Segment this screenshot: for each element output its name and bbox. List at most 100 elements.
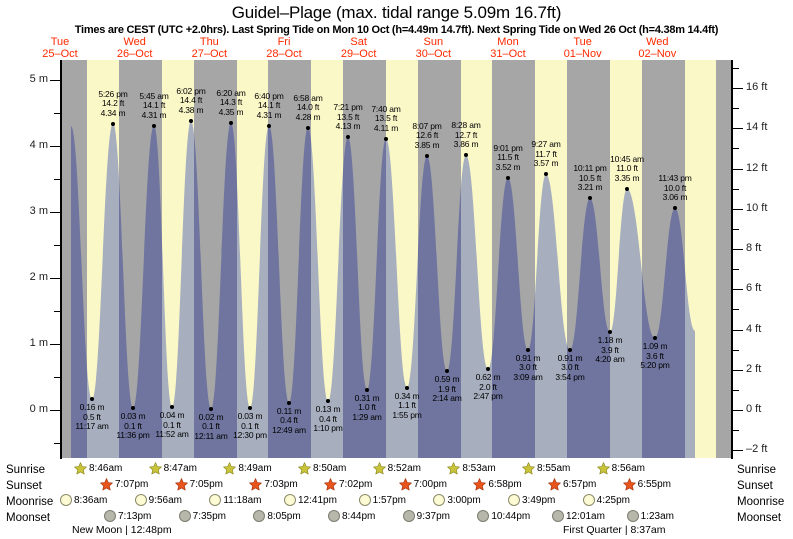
moonrise-event: 8:36am	[60, 494, 107, 506]
high-tide-marker	[544, 172, 548, 177]
moonrise-circle-icon	[284, 494, 296, 506]
high-tide-label: 9:01 pm 11.5 ft 3.52 m	[480, 143, 536, 173]
high-tide-label: 6:58 am 14.0 ft 4.28 m	[280, 93, 336, 123]
y-tick-major-right	[733, 168, 743, 170]
high-tide-label: 10:11 pm 10.5 ft 3.21 m	[562, 164, 618, 193]
y-axis-label-right-1: 14 ft	[746, 121, 768, 134]
high-tide-feet: 10.5 ft	[578, 172, 602, 183]
high-tide-time: 9:27 am	[531, 139, 561, 150]
moonset-time: 7:35pm	[192, 510, 227, 522]
high-tide-metres: 4.35 m	[218, 106, 244, 117]
sunrise-event: 8:53am	[447, 462, 496, 475]
sunrise-star-icon	[596, 462, 610, 475]
moonset-time: 1:23am	[640, 510, 675, 522]
low-tide-feet: 0.1 ft	[241, 420, 259, 431]
high-tide-time: 10:11 pm	[573, 163, 607, 174]
high-tide-marker	[267, 123, 271, 128]
moonrise-time: 12:41pm	[298, 494, 337, 506]
sunrise-event: 8:49am	[223, 462, 272, 475]
row-label-moonset-right: Moonset	[737, 512, 782, 524]
high-tide-label: 11:43 pm 10.0 ft 3.06 m	[647, 174, 703, 203]
row-label-sunrise: Sunrise	[6, 464, 45, 476]
y-axis-label-left-5: 0 m	[29, 403, 48, 415]
high-tide-metres: 4.11 m	[373, 122, 399, 133]
low-tide-metres: 0.91 m	[557, 352, 583, 363]
row-label-sunrise-right: Sunrise	[737, 464, 776, 476]
moonset-time: 7:13pm	[118, 510, 152, 522]
day-header-1: Wed 26–Oct	[113, 36, 157, 60]
high-tide-label: 6:02 pm 14.4 ft 4.38 m	[163, 86, 219, 116]
moonset-event: 9:37pm	[402, 510, 451, 522]
y-tick-major-left	[50, 344, 60, 345]
sunset-event: 7:07pm	[100, 478, 148, 491]
sunset-star-icon	[100, 478, 113, 491]
day-header-date: 31–Oct	[490, 48, 526, 60]
page-subtitle: Times are CEST (UTC +2.0hrs). Last Sprin…	[74, 24, 719, 36]
high-tide-metres: 4.28 m	[295, 111, 321, 122]
moonset-circle-icon	[104, 510, 116, 522]
row-label-moonrise: Moonrise	[6, 496, 54, 508]
high-tide-feet: 14.3 ft	[219, 97, 243, 108]
moonset-time: 9:37pm	[416, 510, 451, 522]
y-tick-major-right	[733, 208, 743, 210]
y-tick-minor-left	[54, 245, 60, 246]
y-tick-major-right	[733, 369, 743, 371]
low-tide-time: 12:30 pm	[233, 430, 267, 441]
low-tide-time: 1:10 pm	[313, 423, 343, 434]
day-header-dow: Tue	[50, 36, 70, 48]
high-tide-feet: 11.0 ft	[616, 163, 638, 174]
moonrise-circle-icon	[508, 494, 520, 506]
sunset-star-icon	[324, 478, 337, 491]
moonset-time: 12:01am	[566, 510, 605, 522]
low-tide-label: 0.59 m 1.9 ft 2:14 am	[419, 375, 475, 404]
day-header-dow: Mon	[497, 36, 519, 48]
day-header-date: 01–Nov	[563, 48, 602, 60]
sunset-star-icon	[473, 478, 487, 491]
y-axis-label-right-3: 10 ft	[746, 201, 768, 214]
sunset-event: 7:03pm	[249, 478, 298, 491]
low-tide-marker	[170, 405, 174, 410]
day-header-dow: Thu	[199, 36, 219, 48]
high-tide-metres: 3.35 m	[614, 172, 640, 183]
day-header-0: Tue 25–Oct	[38, 36, 82, 60]
y-tick-major-right	[733, 289, 743, 291]
low-tide-feet: 0.1 ft	[202, 421, 220, 432]
row-label-moonset: Moonset	[6, 512, 51, 524]
y-tick-minor-left	[54, 311, 60, 312]
moonrise-circle-icon	[433, 494, 446, 506]
row-label-sunset: Sunset	[6, 480, 42, 492]
high-tide-marker	[464, 153, 468, 158]
y-tick-minor-right	[733, 309, 739, 311]
low-tide-time: 3:54 pm	[555, 371, 585, 382]
sunrise-time: 8:46am	[89, 463, 123, 474]
moon-phase-caption: First Quarter | 8:37am	[563, 524, 666, 536]
sunset-time: 7:03pm	[264, 479, 298, 490]
moonset-event: 12:01am	[552, 510, 605, 522]
y-tick-minor-right	[733, 108, 739, 110]
sunset-event: 6:57pm	[548, 478, 596, 491]
sunset-time: 6:58pm	[488, 479, 522, 490]
high-tide-marker	[625, 186, 629, 191]
high-tide-metres: 4.31 m	[256, 109, 282, 120]
low-tide-marker	[248, 406, 252, 411]
low-tide-feet: 0.1 ft	[124, 420, 142, 431]
y-tick-minor-right	[733, 349, 739, 351]
y-tick-minor-right	[733, 269, 739, 271]
y-axis-label-right-0: 16 ft	[746, 81, 768, 94]
low-tide-label: 0.13 m 0.4 ft 1:10 pm	[300, 405, 356, 434]
high-tide-metres: 3.52 m	[495, 161, 521, 172]
low-tide-marker	[131, 406, 135, 411]
moonset-event: 1:23am	[626, 510, 675, 522]
low-tide-feet: 3.9 ft	[601, 344, 619, 355]
high-tide-feet: 13.5 ft	[336, 111, 360, 122]
day-header-dow: Wed	[646, 36, 669, 48]
y-axis-label-left-1: 4 m	[29, 139, 48, 151]
sunset-time: 7:02pm	[339, 479, 373, 490]
moonrise-time: 3:00pm	[447, 494, 481, 506]
high-tide-time: 11:43 pm	[658, 173, 692, 184]
moonrise-time: 9:56am	[148, 494, 183, 506]
high-tide-metres: 4.31 m	[141, 109, 167, 120]
y-tick-major-left	[50, 410, 60, 411]
row-label-moonrise-right: Moonrise	[737, 496, 785, 508]
